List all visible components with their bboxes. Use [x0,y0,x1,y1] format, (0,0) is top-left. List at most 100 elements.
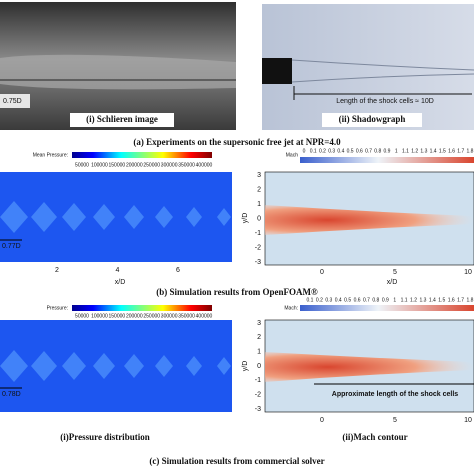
dimension-label: 0.77D [2,243,21,250]
colorbar [72,152,212,158]
shock-cell [217,208,231,226]
y-tick-label: -3 [255,406,261,413]
tick-label: 0.3 [328,148,335,154]
y-axis-label: y/D [242,361,249,372]
tick-label: 0 [320,417,324,424]
jet-boundary [291,59,474,83]
tick-label: 5 [393,417,397,424]
colorbar [72,305,212,311]
shock-cell [186,207,202,227]
shock-cell [0,350,28,382]
shock-cell [124,205,144,229]
shock-cells [0,201,231,233]
tick-label: 400000 [196,162,213,168]
tick-label: 50000 [75,162,89,168]
y-tick-label: 0 [257,363,261,370]
tick-label: 0.1 [310,148,317,154]
tick-label: 0.4 [337,148,344,154]
tick-label: 4 [116,267,120,274]
y-tick-label: -1 [255,230,261,237]
tick-label: 1.7 [457,148,464,154]
legend-title: Mach: [284,305,298,311]
tick-label: 0.9 [382,297,389,303]
tick-label: 1.1 [402,148,409,154]
shock-cell [31,202,57,232]
figure-caption: (c) Simulation results from commercial s… [149,456,324,466]
tick-label: 1.1 [401,297,408,303]
tick-label: 1.3 [420,148,427,154]
tick-label: 10 [464,417,472,424]
panel-caption: (ii) Shadowgraph [339,114,406,124]
legend-title: Mean Pressure: [33,152,68,158]
tick-label: 0.2 [319,148,326,154]
tick-label: 0.4 [335,297,342,303]
panel-caption: (ii)Mach contour [342,432,407,442]
tick-label: 50000 [75,313,89,319]
tick-label: 0.7 [365,148,372,154]
shock-cell [155,355,173,377]
tick-label: 0.6 [356,148,363,154]
tick-label: 0.9 [384,148,391,154]
tick-label: 1.6 [448,297,455,303]
tick-label: 1 [395,148,398,154]
caption-box [70,113,174,127]
tick-label: 300000 [161,313,178,319]
dimension-box [0,94,30,108]
tick-label: 350000 [178,162,195,168]
tick-label: 0.3 [325,297,332,303]
tick-label: 10 [464,269,472,276]
y-tick-label: 3 [257,320,261,327]
tick-label: 1.5 [438,297,445,303]
panel-caption: (i) Schlieren image [86,114,158,124]
tick-label: 1.8 [467,148,474,154]
tick-label: 6 [176,267,180,274]
jet-core [265,352,474,382]
tick-label: 250000 [143,162,160,168]
legend-title: Pressure: [47,305,68,311]
colorbar [300,157,474,163]
tick-label: 0.5 [347,148,354,154]
tick-label: 300000 [161,162,178,168]
shock-cell [93,204,115,230]
tick-label: 0.6 [354,297,361,303]
tick-label: 0 [303,148,306,154]
tick-label: 0.5 [344,297,351,303]
tick-label: 0.8 [374,148,381,154]
shock-cell [155,206,173,228]
tick-label: 1.2 [411,148,418,154]
dimension-label: 0.75D [3,98,22,105]
shock-cells [0,350,231,382]
shock-cell [186,356,202,376]
figure-caption: (a) Experiments on the supersonic free j… [133,137,341,147]
tick-label: 0.1 [307,297,314,303]
y-tick-label: 2 [257,186,261,193]
tick-label: 150000 [109,313,126,319]
tick-label: 1.4 [429,297,436,303]
tick-label: 1.3 [419,297,426,303]
tick-label: 150000 [109,162,126,168]
shock-cell [31,351,57,381]
tick-label: 350000 [178,313,195,319]
tick-label: 0.7 [363,297,370,303]
tick-label: 200000 [126,313,143,319]
tick-label: 0 [320,269,324,276]
jet-core [265,205,474,235]
x-axis-label: x/D [387,279,398,286]
annotation: Length of the shock cells ≈ 10D [336,98,434,105]
y-tick-label: -1 [255,377,261,384]
shadowgraph-image [262,4,474,130]
shock-cell [62,352,86,380]
dimension-label: 0.78D [2,391,21,398]
y-tick-label: 1 [257,349,261,356]
tick-label: 100000 [91,162,108,168]
tick-label: 100000 [91,313,108,319]
annotation: Approximate length of the shock cells [332,391,459,398]
shock-cell [93,353,115,379]
y-axis-label: y/D [242,213,249,224]
tick-label: 1.2 [410,297,417,303]
shock-cell [124,354,144,378]
tick-label: 1.7 [457,297,464,303]
tick-label: 1.5 [439,148,446,154]
tick-label: 2 [55,267,59,274]
tick-label: 1.4 [430,148,437,154]
